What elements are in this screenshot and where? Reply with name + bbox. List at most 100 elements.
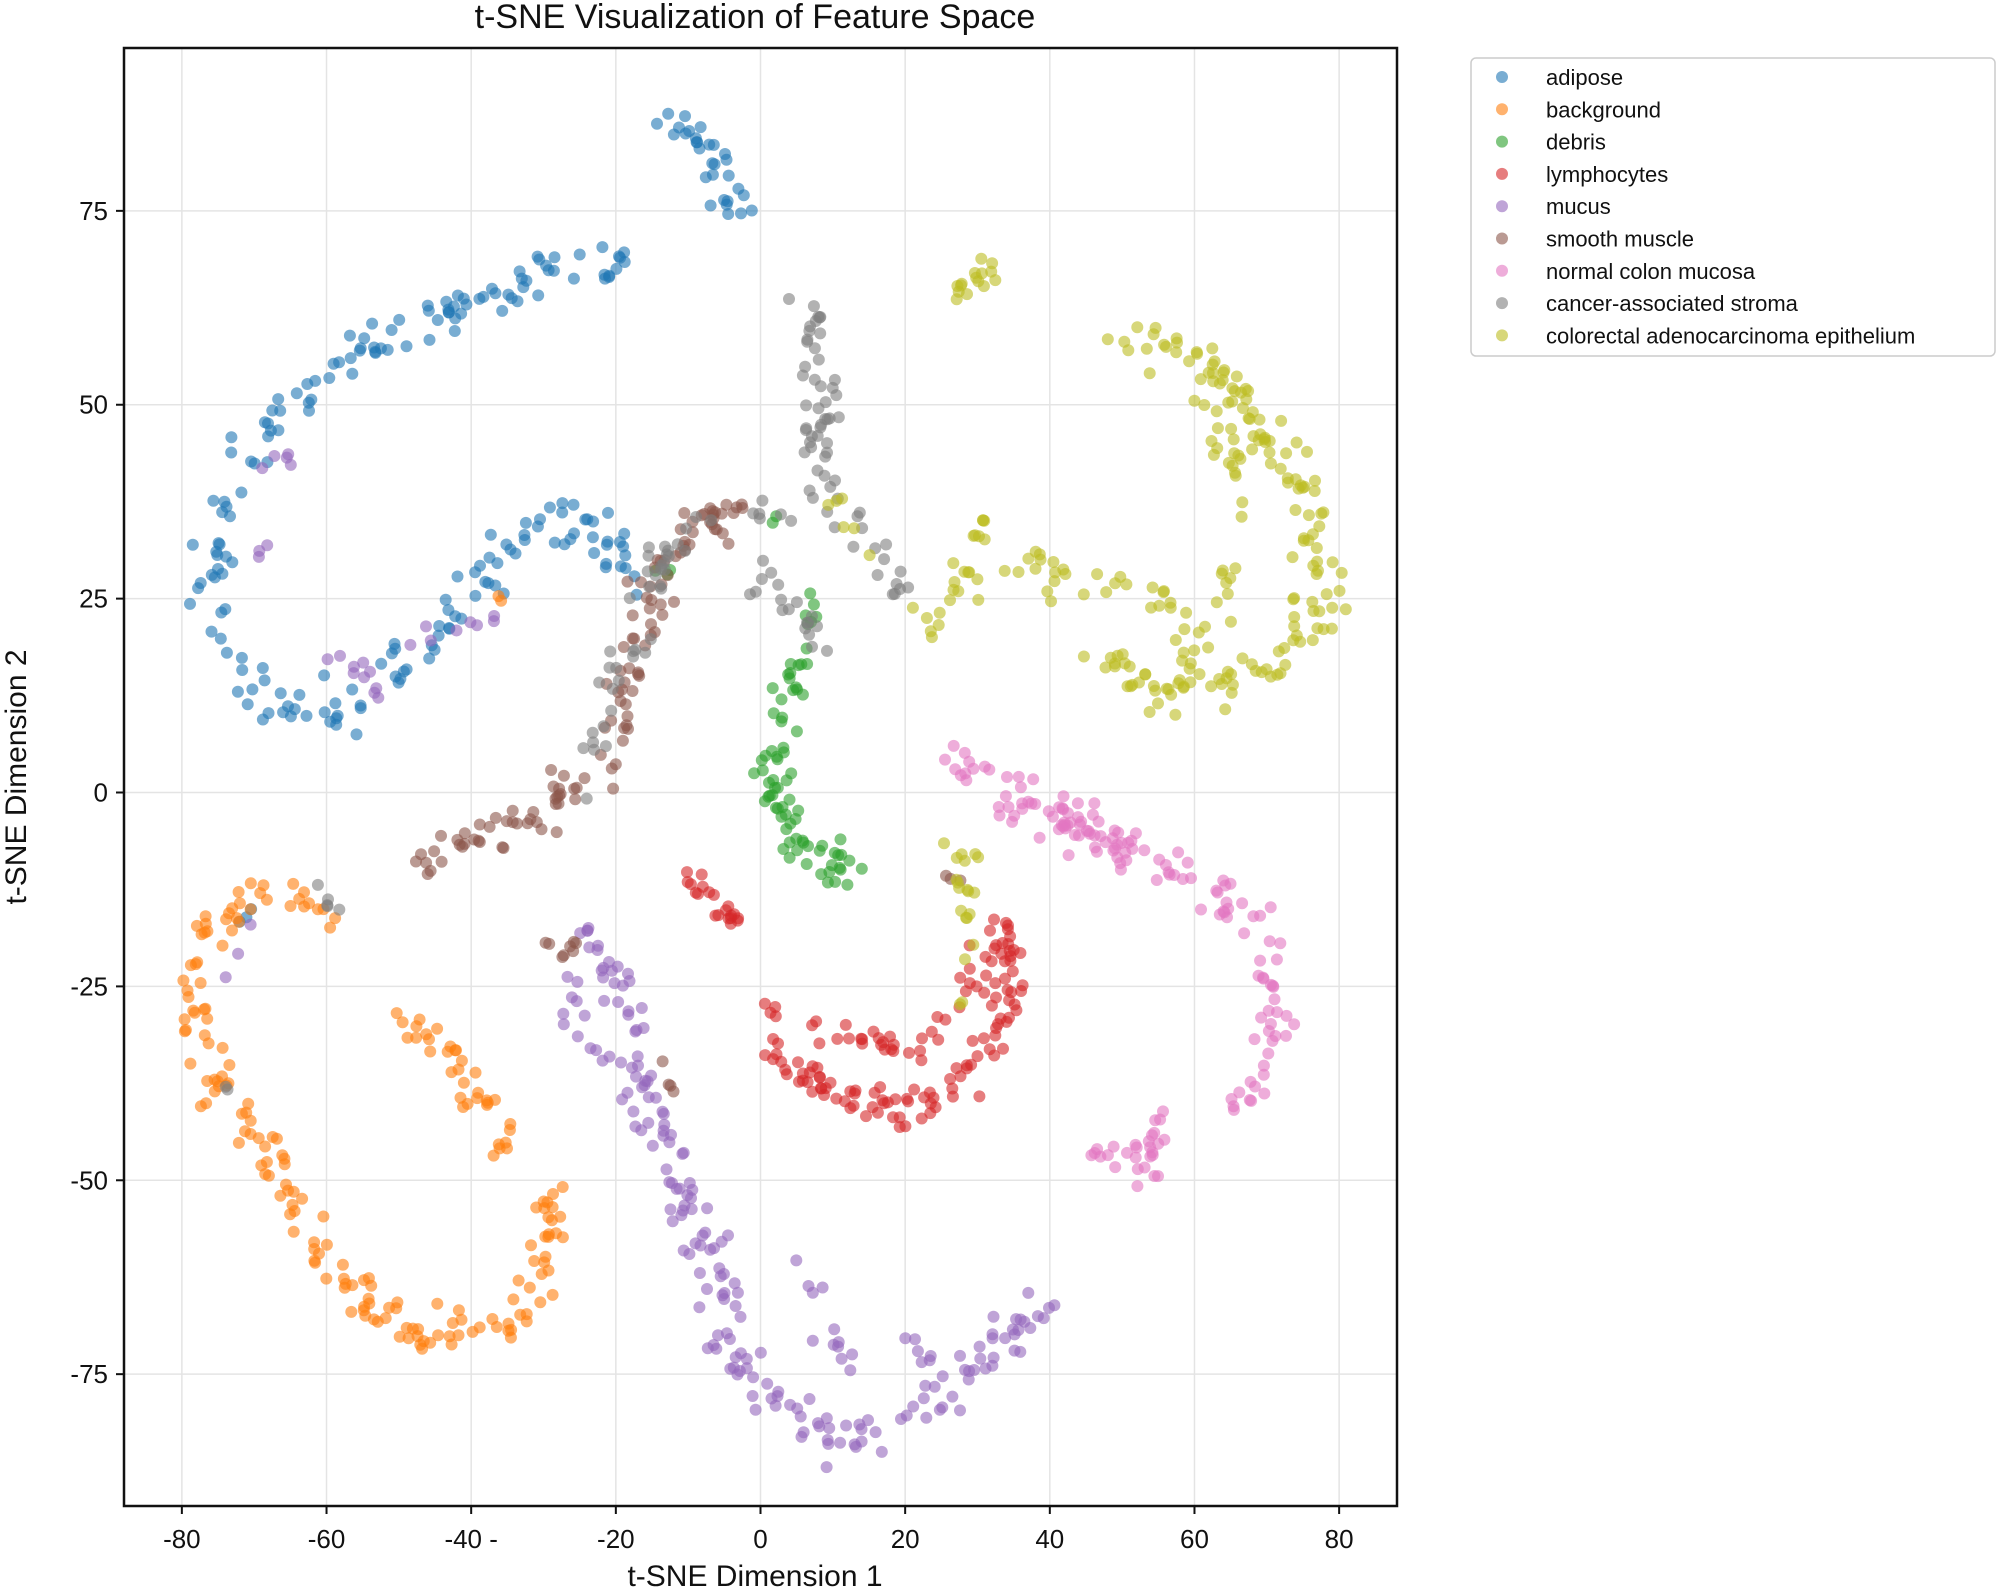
scatter-point [284,1208,297,1221]
scatter-point [818,469,831,482]
scatter-point [790,832,803,845]
scatter-point [863,549,876,562]
scatter-point [1235,510,1248,523]
scatter-point [1207,448,1220,461]
legend-label: smooth muscle [1546,227,1694,252]
scatter-point [423,1033,435,1046]
scatter-point [939,1013,952,1026]
scatter-point [1145,601,1158,614]
scatter-point [241,698,254,711]
scatter-point [621,710,634,723]
scatter-point [564,533,577,546]
scatter-point [627,645,640,658]
scatter-point [571,1030,584,1043]
scatter-point [821,644,833,657]
scatter-point [232,1136,245,1149]
scatter-point [724,1362,737,1375]
scatter-point [412,1323,425,1336]
y-tick-label: 50 [79,390,108,420]
scatter-point [1090,845,1103,858]
legend-label: colorectal adenocarcinoma epithelium [1546,323,1915,348]
scatter-point [693,1267,706,1279]
scatter-point [260,893,273,906]
scatter-point [800,399,813,412]
scatter-point [843,854,856,867]
scatter-point [1010,1313,1023,1326]
scatter-point [556,1181,569,1193]
scatter-point [635,1002,648,1014]
scatter-point [820,1412,833,1425]
scatter-point [939,753,951,766]
scatter-point [627,1105,640,1118]
scatter-point [1220,576,1233,589]
scatter-point [676,1147,689,1160]
scatter-point [745,204,758,217]
scatter-point [747,1371,760,1384]
scatter-point [346,367,359,380]
scatter-point [959,985,972,998]
scatter-point [919,1379,932,1392]
scatter-point [716,527,729,540]
scatter-point [998,564,1011,577]
y-tick-label: -50 [70,1165,108,1195]
scatter-point [523,1281,536,1294]
scatter-point [875,1445,888,1458]
scatter-point [975,252,988,265]
scatter-point [1225,1093,1238,1105]
scatter-point [1309,474,1321,487]
scatter-point [701,1202,714,1215]
scatter-point [1310,542,1323,554]
scatter-point [828,1323,841,1336]
scatter-point [887,1038,900,1051]
scatter-point [260,1156,273,1168]
scatter-point [1088,829,1101,842]
scatter-point [258,416,271,429]
scatter-point [933,606,946,619]
scatter-point [244,903,257,916]
scatter-point [184,597,196,610]
scatter-point [1191,347,1204,360]
scatter-point [844,1364,857,1377]
scatter-point [915,1356,928,1369]
scatter-point [1169,708,1182,721]
scatter-point [820,1461,833,1474]
scatter-point [303,897,315,910]
scatter-point [959,1363,971,1376]
scatter-point [1217,366,1230,379]
scatter-point [761,1377,774,1390]
scatter-point [1236,652,1249,665]
scatter-point [1146,581,1159,594]
scatter-point [622,722,634,735]
scatter-point [984,924,996,937]
scatter-point [219,971,232,984]
scatter-point [597,971,610,984]
scatter-point [944,1073,957,1085]
scatter-point [1238,927,1251,940]
scatter-point [680,522,693,535]
scatter-point [1073,829,1085,842]
scatter-point [771,781,784,794]
scatter-point [365,1279,378,1292]
scatter-point [303,404,315,417]
scatter-point [791,844,804,857]
scatter-point [218,495,231,508]
scatter-point [989,977,1002,990]
scatter-point [1274,937,1287,950]
scatter-point [587,515,600,528]
scatter-point [457,292,470,305]
scatter-point [775,715,788,728]
scatter-point [1006,965,1019,978]
scatter-point [548,536,561,549]
scatter-point [646,1139,659,1152]
scatter-point [1012,566,1025,578]
scatter-point [226,924,238,937]
scatter-point [596,1054,609,1067]
scatter-point [602,506,614,519]
scatter-point [1160,340,1172,353]
scatter-point [410,1020,423,1033]
scatter-point [758,997,771,1010]
scatter-point [1287,593,1300,606]
scatter-point [848,1438,861,1451]
scatter-point [640,591,653,604]
scatter-point [474,559,486,572]
